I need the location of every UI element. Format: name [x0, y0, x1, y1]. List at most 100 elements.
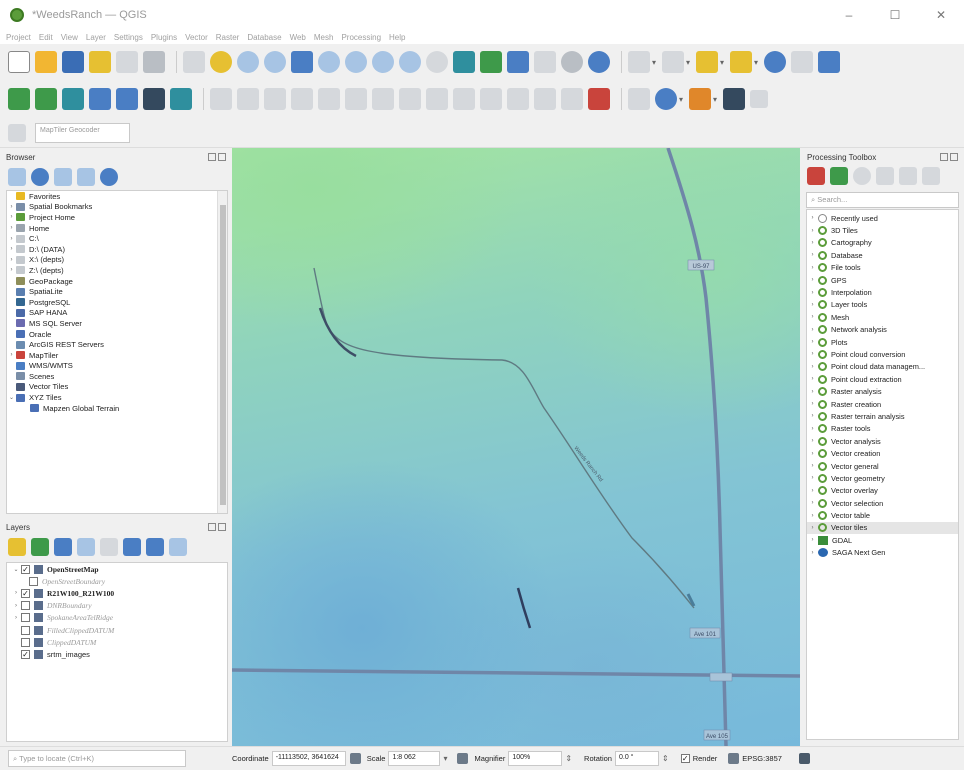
expand-arrow-icon[interactable]: ⌄ [13, 566, 19, 573]
browser-item[interactable]: Scenes [7, 371, 227, 382]
expand-arrow-icon[interactable]: › [811, 314, 814, 321]
measure-icon[interactable] [655, 88, 677, 110]
layout-manager-icon[interactable] [116, 51, 138, 73]
zoom-last-icon[interactable] [399, 51, 421, 73]
browser-item[interactable]: GeoPackage [7, 276, 227, 287]
edit-features-in-place-icon[interactable] [899, 167, 917, 185]
expand-arrow-icon[interactable]: › [811, 215, 814, 222]
identify-features-icon[interactable] [628, 51, 650, 73]
expand-arrow-icon[interactable]: › [811, 351, 814, 358]
browser-item[interactable]: Mapzen Global Terrain [7, 403, 227, 414]
annotation-icon[interactable] [628, 88, 650, 110]
toolbox-provider-item[interactable]: › Vector general [807, 460, 958, 472]
layer-visibility-checkbox[interactable]: ✓ [21, 588, 30, 598]
browser-item[interactable]: PostgreSQL [7, 297, 227, 308]
filter-by-expression-icon[interactable] [100, 538, 118, 556]
layer-row[interactable]: › DNRBoundary [7, 600, 227, 612]
enable-properties-icon[interactable] [100, 168, 118, 186]
crs-button[interactable]: EPSG:3857 [742, 754, 782, 763]
layer-row[interactable]: ✓ srtm_images [7, 648, 227, 660]
toolbox-provider-item[interactable]: › Vector geometry [807, 472, 958, 484]
browser-item[interactable]: ArcGIS REST Servers [7, 339, 227, 350]
browser-item[interactable]: › X:\ (depts) [7, 255, 227, 266]
add-selected-layers-icon[interactable] [8, 168, 26, 186]
minimize-button[interactable]: – [845, 8, 853, 22]
current-edits-icon[interactable] [210, 88, 232, 110]
expand-arrow-icon[interactable]: › [811, 450, 814, 457]
toolbox-provider-item[interactable]: › Vector analysis [807, 435, 958, 447]
expand-arrow-icon[interactable]: › [811, 475, 814, 482]
expand-arrow-icon[interactable]: › [10, 267, 13, 274]
remove-layer-icon[interactable] [169, 538, 187, 556]
maximize-button[interactable]: ☐ [889, 8, 901, 22]
new-3d-map-view-icon[interactable] [480, 51, 502, 73]
history-icon[interactable] [853, 167, 871, 185]
delete-selected-icon[interactable] [372, 88, 394, 110]
data-source-manager-icon[interactable] [8, 88, 30, 110]
menu-item-processing[interactable]: Processing [341, 32, 382, 42]
toolbox-provider-item[interactable]: › GDAL [807, 534, 958, 546]
add-virtual-layer-icon[interactable] [170, 88, 192, 110]
expand-arrow-icon[interactable]: › [10, 214, 13, 221]
expand-arrow-icon[interactable]: › [10, 256, 13, 263]
browser-item[interactable]: › Home [7, 223, 227, 234]
expand-arrow-icon[interactable]: › [10, 225, 13, 232]
toolbox-provider-item[interactable]: › Vector tiles [807, 521, 958, 535]
toolbox-provider-item[interactable]: › Database [807, 249, 958, 261]
zoom-in-icon[interactable] [237, 51, 259, 73]
expand-arrow-icon[interactable]: › [811, 537, 814, 544]
expand-arrow-icon[interactable]: › [10, 203, 13, 210]
select-features-icon[interactable] [662, 51, 685, 73]
layer-visibility-checkbox[interactable] [21, 625, 30, 635]
expand-arrow-icon[interactable]: › [811, 239, 814, 246]
temporal-controller-icon[interactable] [561, 51, 583, 73]
open-layer-styling-icon[interactable] [8, 538, 26, 556]
expand-arrow-icon[interactable]: › [811, 512, 814, 519]
label-tool-icon[interactable] [534, 88, 556, 110]
style-manager-icon[interactable] [143, 51, 165, 73]
open-project-icon[interactable] [35, 51, 57, 73]
toolbox-provider-item[interactable]: › 3D Tiles [807, 224, 958, 236]
browser-item[interactable]: ⌄ XYZ Tiles [7, 392, 227, 403]
expand-arrow-icon[interactable]: ⌄ [8, 395, 15, 402]
browser-item[interactable]: › Project Home [7, 212, 227, 223]
browser-item[interactable]: › Spatial Bookmarks [7, 202, 227, 213]
expand-arrow-icon[interactable]: › [811, 264, 814, 271]
toolbox-provider-item[interactable]: › Raster analysis [807, 385, 958, 397]
layer-visibility-checkbox[interactable] [29, 576, 38, 586]
browser-scrollbar[interactable] [217, 191, 227, 513]
show-hide-labels-icon[interactable] [588, 88, 610, 110]
rotation-spinner-icon[interactable]: ⇕ [661, 754, 669, 763]
zoom-next-icon[interactable] [426, 51, 448, 73]
add-mssql-layer-icon[interactable] [143, 88, 165, 110]
expand-all-icon[interactable] [123, 538, 141, 556]
undo-icon[interactable] [480, 88, 502, 110]
expand-arrow-icon[interactable]: › [811, 289, 814, 296]
coordinate-field[interactable]: -11113502, 3641624 [271, 751, 346, 766]
messages-icon[interactable] [798, 753, 810, 764]
browser-item[interactable]: › Z:\ (depts) [7, 265, 227, 276]
browser-item[interactable]: › D:\ (DATA) [7, 244, 227, 255]
toolbox-provider-item[interactable]: › Network analysis [807, 324, 958, 336]
menu-item-database[interactable]: Database [247, 32, 282, 42]
filter-browser-icon[interactable] [54, 168, 72, 186]
add-delimited-text-icon[interactable] [89, 88, 111, 110]
show-bookmarks-icon[interactable] [534, 51, 556, 73]
collapse-all-icon[interactable] [77, 168, 95, 186]
toolbox-provider-item[interactable]: › Plots [807, 336, 958, 348]
browser-item[interactable]: › MapTiler [7, 350, 227, 361]
deselect-features-icon[interactable] [730, 51, 753, 73]
toggle-extents-icon[interactable] [349, 753, 361, 764]
browser-item[interactable]: WMS/WMTS [7, 361, 227, 372]
geocoder-icon[interactable] [8, 123, 26, 142]
georeferencer-icon[interactable] [750, 90, 769, 108]
expand-arrow-icon[interactable]: › [15, 590, 17, 597]
expand-arrow-icon[interactable]: › [10, 235, 13, 242]
expand-arrow-icon[interactable]: › [811, 252, 814, 259]
processing-toolbox-icon[interactable] [818, 51, 841, 73]
expand-arrow-icon[interactable]: › [811, 524, 814, 531]
toolbox-provider-item[interactable]: › GPS [807, 274, 958, 286]
locator-search-input[interactable]: ⌕ Type to locate (Ctrl+K) [8, 750, 186, 767]
toolbox-tree[interactable]: › Recently used › 3D Tiles › Cartography › Data… [806, 209, 959, 740]
options-icon[interactable] [922, 167, 940, 185]
